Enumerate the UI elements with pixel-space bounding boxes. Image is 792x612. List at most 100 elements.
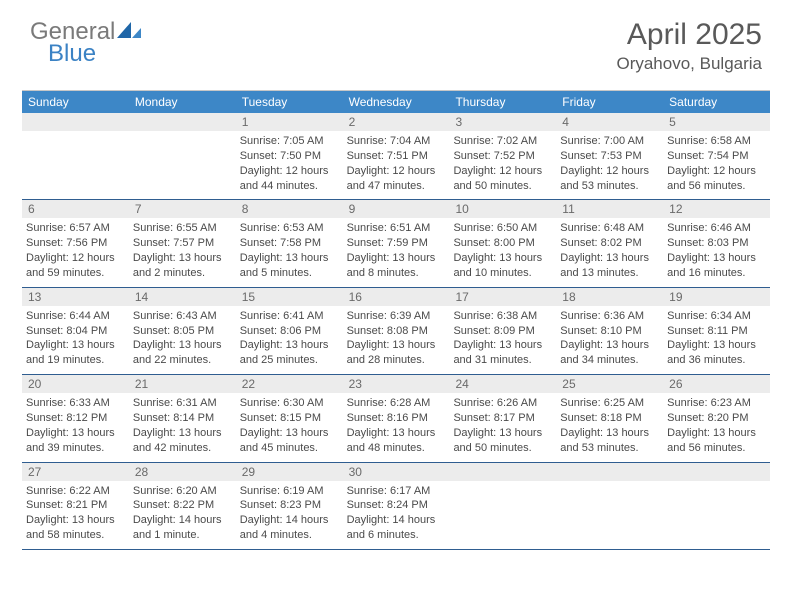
day-number: 16 [343,288,450,306]
day-cell: 16Sunrise: 6:39 AMSunset: 8:08 PMDayligh… [343,288,450,374]
daylight-text: Daylight: 13 hours and 42 minutes. [133,426,232,456]
sunset-text: Sunset: 8:17 PM [453,411,552,426]
sunset-text: Sunset: 8:15 PM [240,411,339,426]
day-number: 5 [663,113,770,131]
daylight-text: Daylight: 12 hours and 56 minutes. [667,164,766,194]
day-number: 13 [22,288,129,306]
day-header: Wednesday [343,91,450,113]
day-cell: 8Sunrise: 6:53 AMSunset: 7:58 PMDaylight… [236,200,343,286]
day-body [556,481,663,539]
sunrise-text: Sunrise: 6:53 AM [240,221,339,236]
day-body: Sunrise: 6:51 AMSunset: 7:59 PMDaylight:… [343,218,450,286]
sunset-text: Sunset: 8:10 PM [560,324,659,339]
day-body [129,131,236,189]
day-cell: 15Sunrise: 6:41 AMSunset: 8:06 PMDayligh… [236,288,343,374]
day-number: 29 [236,463,343,481]
day-body: Sunrise: 6:41 AMSunset: 8:06 PMDaylight:… [236,306,343,374]
sunrise-text: Sunrise: 7:02 AM [453,134,552,149]
day-number: 23 [343,375,450,393]
day-cell: 11Sunrise: 6:48 AMSunset: 8:02 PMDayligh… [556,200,663,286]
sunset-text: Sunset: 8:16 PM [347,411,446,426]
day-cell: 4Sunrise: 7:00 AMSunset: 7:53 PMDaylight… [556,113,663,199]
sunrise-text: Sunrise: 6:38 AM [453,309,552,324]
day-body: Sunrise: 6:57 AMSunset: 7:56 PMDaylight:… [22,218,129,286]
day-cell: 10Sunrise: 6:50 AMSunset: 8:00 PMDayligh… [449,200,556,286]
sunset-text: Sunset: 7:54 PM [667,149,766,164]
day-header: Thursday [449,91,556,113]
day-cell: 17Sunrise: 6:38 AMSunset: 8:09 PMDayligh… [449,288,556,374]
week-row: 1Sunrise: 7:05 AMSunset: 7:50 PMDaylight… [22,113,770,200]
sunrise-text: Sunrise: 6:33 AM [26,396,125,411]
day-body [22,131,129,189]
day-body: Sunrise: 6:36 AMSunset: 8:10 PMDaylight:… [556,306,663,374]
title-block: April 2025 Oryahovo, Bulgaria [616,18,762,74]
sunset-text: Sunset: 7:57 PM [133,236,232,251]
sunset-text: Sunset: 8:03 PM [667,236,766,251]
sunset-text: Sunset: 8:22 PM [133,498,232,513]
logo-sail-icon [117,22,143,40]
daylight-text: Daylight: 13 hours and 58 minutes. [26,513,125,543]
day-header: Tuesday [236,91,343,113]
day-cell: 9Sunrise: 6:51 AMSunset: 7:59 PMDaylight… [343,200,450,286]
day-number: 12 [663,200,770,218]
daylight-text: Daylight: 12 hours and 59 minutes. [26,251,125,281]
sunrise-text: Sunrise: 7:05 AM [240,134,339,149]
day-number: 1 [236,113,343,131]
day-body: Sunrise: 6:19 AMSunset: 8:23 PMDaylight:… [236,481,343,549]
day-body: Sunrise: 6:46 AMSunset: 8:03 PMDaylight:… [663,218,770,286]
sunrise-text: Sunrise: 6:51 AM [347,221,446,236]
sunrise-text: Sunrise: 6:57 AM [26,221,125,236]
day-body: Sunrise: 6:53 AMSunset: 7:58 PMDaylight:… [236,218,343,286]
daylight-text: Daylight: 13 hours and 50 minutes. [453,426,552,456]
day-number: 20 [22,375,129,393]
daylight-text: Daylight: 12 hours and 47 minutes. [347,164,446,194]
logo-text-block: General Blue [30,18,143,68]
daylight-text: Daylight: 12 hours and 50 minutes. [453,164,552,194]
day-cell: 21Sunrise: 6:31 AMSunset: 8:14 PMDayligh… [129,375,236,461]
day-number: 22 [236,375,343,393]
day-cell: 26Sunrise: 6:23 AMSunset: 8:20 PMDayligh… [663,375,770,461]
day-body: Sunrise: 7:00 AMSunset: 7:53 PMDaylight:… [556,131,663,199]
day-cell [22,113,129,199]
day-number: 9 [343,200,450,218]
day-number: 27 [22,463,129,481]
sunrise-text: Sunrise: 6:39 AM [347,309,446,324]
sunrise-text: Sunrise: 6:36 AM [560,309,659,324]
daylight-text: Daylight: 13 hours and 10 minutes. [453,251,552,281]
day-cell: 12Sunrise: 6:46 AMSunset: 8:03 PMDayligh… [663,200,770,286]
day-body: Sunrise: 6:58 AMSunset: 7:54 PMDaylight:… [663,131,770,199]
sunset-text: Sunset: 7:58 PM [240,236,339,251]
day-number: 28 [129,463,236,481]
sunset-text: Sunset: 8:14 PM [133,411,232,426]
day-body [449,481,556,539]
day-number: 11 [556,200,663,218]
logo-blue-text: Blue [48,40,143,68]
day-cell: 1Sunrise: 7:05 AMSunset: 7:50 PMDaylight… [236,113,343,199]
day-number [556,463,663,481]
day-body: Sunrise: 7:05 AMSunset: 7:50 PMDaylight:… [236,131,343,199]
day-body: Sunrise: 6:43 AMSunset: 8:05 PMDaylight:… [129,306,236,374]
day-body: Sunrise: 6:34 AMSunset: 8:11 PMDaylight:… [663,306,770,374]
daylight-text: Daylight: 13 hours and 16 minutes. [667,251,766,281]
sunset-text: Sunset: 7:59 PM [347,236,446,251]
day-number: 24 [449,375,556,393]
sunrise-text: Sunrise: 6:48 AM [560,221,659,236]
sunset-text: Sunset: 8:02 PM [560,236,659,251]
day-number: 14 [129,288,236,306]
sunrise-text: Sunrise: 6:23 AM [667,396,766,411]
sunrise-text: Sunrise: 6:43 AM [133,309,232,324]
calendar: SundayMondayTuesdayWednesdayThursdayFrid… [22,90,770,550]
week-row: 6Sunrise: 6:57 AMSunset: 7:56 PMDaylight… [22,200,770,287]
daylight-text: Daylight: 13 hours and 5 minutes. [240,251,339,281]
day-body: Sunrise: 6:50 AMSunset: 8:00 PMDaylight:… [449,218,556,286]
day-number: 25 [556,375,663,393]
sunset-text: Sunset: 7:51 PM [347,149,446,164]
sunset-text: Sunset: 8:00 PM [453,236,552,251]
daylight-text: Daylight: 13 hours and 22 minutes. [133,338,232,368]
day-number: 30 [343,463,450,481]
day-cell: 22Sunrise: 6:30 AMSunset: 8:15 PMDayligh… [236,375,343,461]
day-number: 7 [129,200,236,218]
day-number: 21 [129,375,236,393]
day-cell: 5Sunrise: 6:58 AMSunset: 7:54 PMDaylight… [663,113,770,199]
day-cell: 2Sunrise: 7:04 AMSunset: 7:51 PMDaylight… [343,113,450,199]
